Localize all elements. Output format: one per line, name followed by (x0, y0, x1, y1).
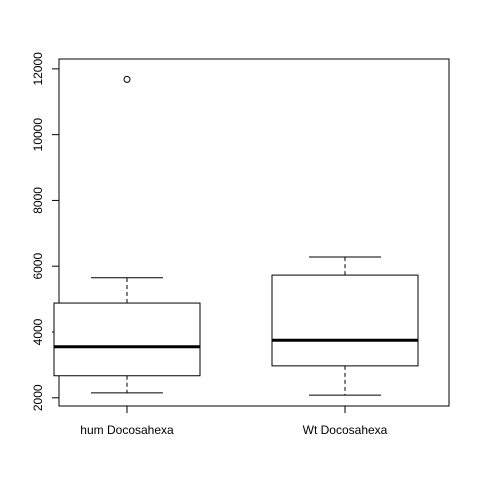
boxes-layer (53, 75, 419, 396)
x-category-label: hum Docosahexa (80, 423, 174, 437)
x-axis: hum Docosahexa Wt Docosahexa (80, 405, 388, 437)
outlier-point (123, 75, 131, 83)
iqr-box (53, 302, 201, 377)
y-tick-label: 6000 (31, 253, 45, 280)
y-tick-label: 4000 (31, 318, 45, 345)
y-tick-label: 10000 (31, 118, 45, 152)
box-1 (53, 75, 201, 394)
x-category-label: Wt Docosahexa (303, 423, 388, 437)
y-tick-label: 2000 (31, 384, 45, 411)
y-tick-label: 12000 (31, 52, 45, 86)
y-tick-label: 8000 (31, 187, 45, 214)
iqr-box (271, 274, 419, 367)
box-2 (271, 256, 419, 396)
